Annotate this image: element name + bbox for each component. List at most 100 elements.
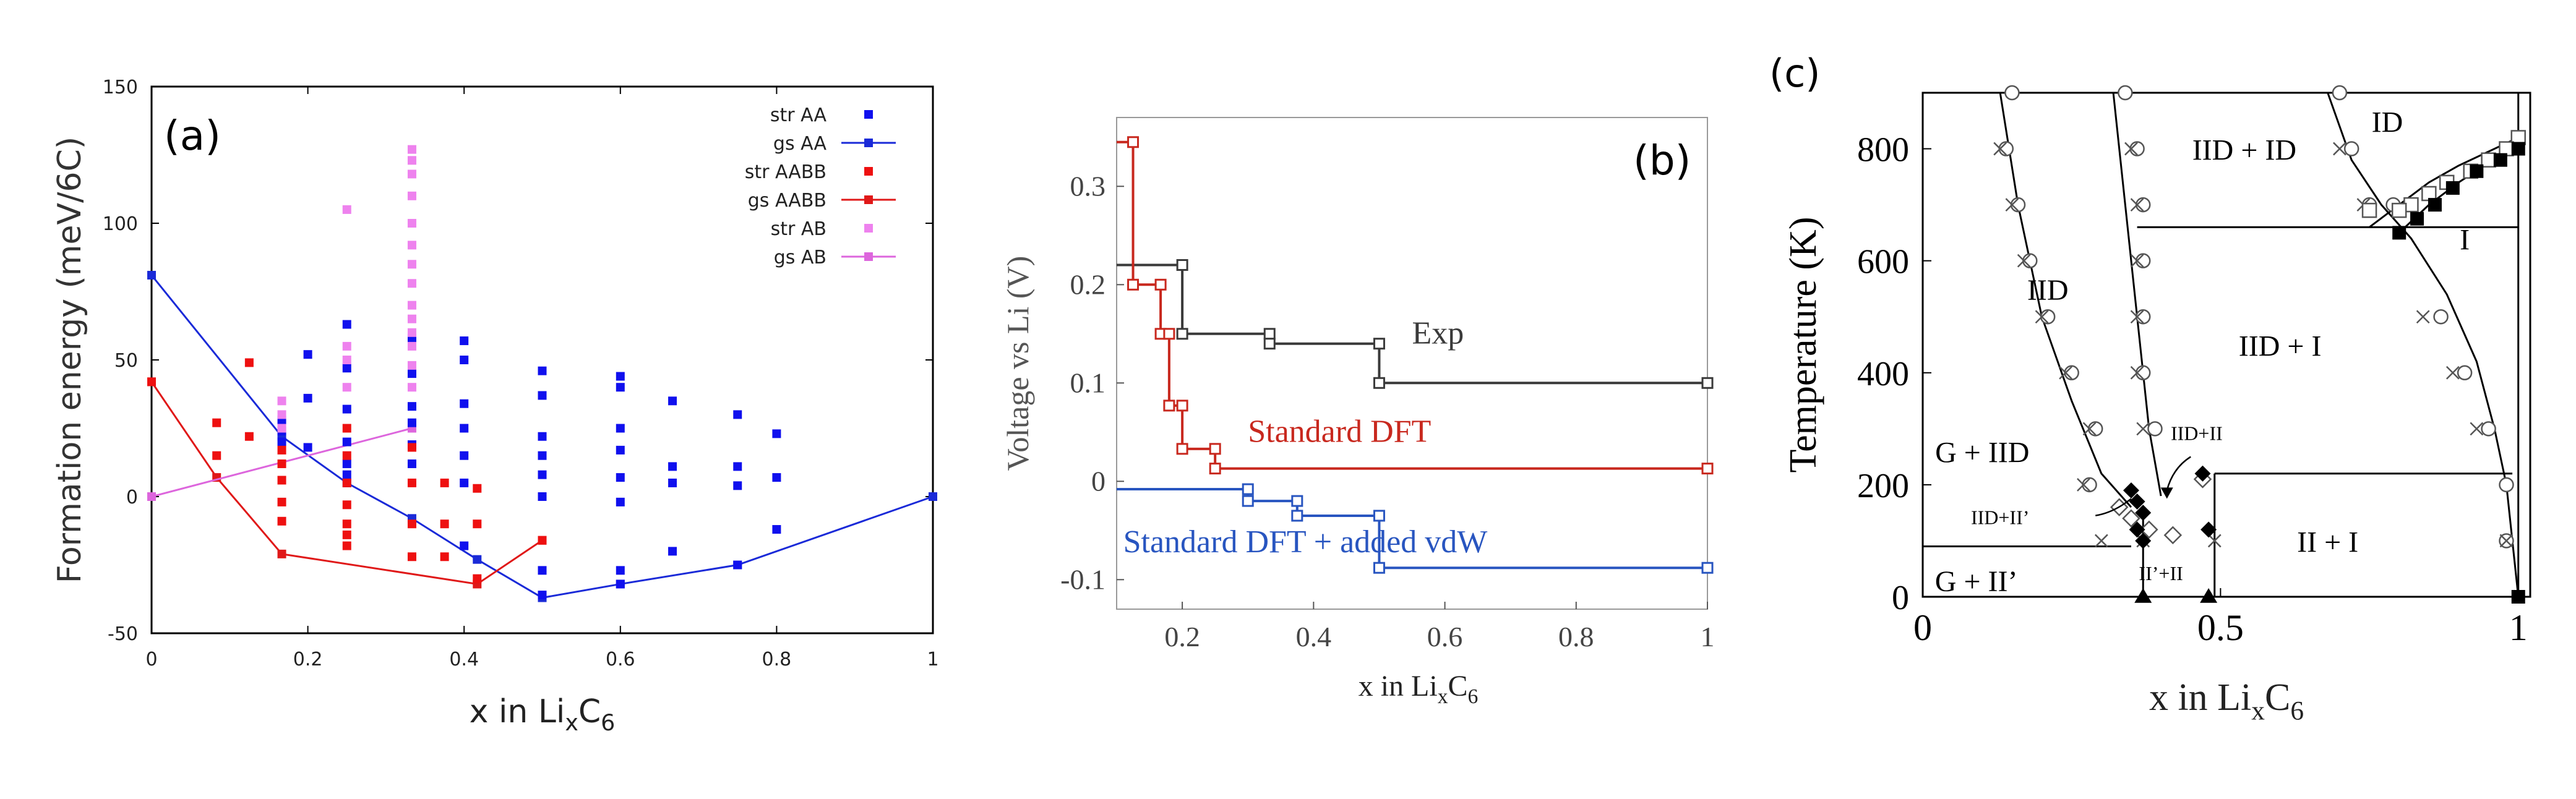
legend-swatch-marker — [864, 252, 873, 261]
cross-marker — [2130, 254, 2144, 268]
data-point — [244, 432, 254, 441]
y-tick-label: 0.3 — [1070, 170, 1106, 202]
annotation-arrow — [2095, 498, 2132, 516]
data-point — [407, 383, 416, 392]
data-point — [407, 341, 416, 351]
phase-region-label: G + II’ — [1935, 565, 2018, 598]
phase-region-label: IID+II — [2171, 422, 2223, 444]
step-marker — [1373, 377, 1385, 389]
step-marker — [1154, 278, 1167, 291]
step-marker — [1373, 338, 1385, 350]
data-point — [277, 459, 286, 468]
legend-swatch-marker — [864, 224, 873, 233]
cross-marker — [2017, 254, 2031, 268]
step-marker — [1209, 463, 1221, 475]
step-marker — [1209, 443, 1221, 455]
phase-region-label: I — [2460, 224, 2470, 257]
cross-marker — [2059, 365, 2072, 380]
data-point — [460, 424, 469, 433]
cross-marker — [2094, 534, 2108, 548]
arrow-head — [2160, 487, 2173, 499]
open-circle-marker — [2087, 421, 2103, 437]
cross-marker — [2333, 142, 2346, 156]
step-marker — [1373, 562, 1385, 574]
data-point — [277, 437, 286, 446]
phase-region-label: G + IID — [1935, 437, 2029, 469]
data-point — [616, 424, 625, 433]
xlabel-main: x in Li — [1359, 670, 1438, 703]
data-point — [733, 481, 742, 490]
data-point — [407, 402, 416, 411]
data-point — [342, 424, 351, 433]
data-point — [407, 301, 416, 310]
y-tick-label: 0 — [126, 487, 138, 508]
cross-marker — [1993, 142, 2007, 156]
cross-marker — [2470, 422, 2484, 436]
data-point — [440, 519, 449, 529]
data-point — [538, 470, 547, 479]
cross-marker — [2207, 534, 2222, 548]
y-axis-label: Temperature (K) — [1782, 217, 1824, 473]
open-circle-marker — [2343, 141, 2359, 156]
data-point — [342, 478, 351, 487]
line-point — [277, 549, 286, 558]
data-point — [147, 377, 156, 387]
data-point — [303, 350, 312, 359]
data-point — [473, 519, 482, 529]
filled-diamond-marker — [2129, 521, 2145, 538]
filled-diamond-marker — [2135, 505, 2152, 521]
xlabel-sub2: 6 — [601, 709, 615, 736]
filled-diamond-marker — [2135, 532, 2152, 549]
step-marker — [1127, 136, 1140, 148]
open-circle-marker — [2040, 309, 2056, 325]
y-tick-label: 100 — [103, 213, 138, 235]
data-point — [473, 484, 482, 493]
data-point — [616, 497, 625, 506]
open-circle-marker — [2135, 365, 2151, 381]
cross-marker — [2077, 478, 2090, 492]
data-point — [342, 451, 351, 460]
legend-swatch-marker — [864, 195, 873, 204]
x-tick-label: 0.6 — [606, 649, 635, 670]
x-axis-label: x in LixC6 — [1359, 670, 1479, 708]
open-circle-marker — [2499, 477, 2514, 493]
panel-b: 0.2 0.4 0.6 0.8 1 -0.1 0 0.1 0.2 0.3 Voltage vs Li… — [1000, 117, 1715, 708]
open-circle-marker — [2457, 365, 2473, 381]
x-tick-label: 1 — [2509, 607, 2528, 648]
y-tick-label: 0.2 — [1070, 268, 1106, 300]
y-tick-label: 50 — [114, 350, 138, 372]
data-point — [668, 547, 677, 556]
data-point — [460, 399, 469, 408]
xlabel-sub1: x — [565, 709, 578, 736]
open-circle-marker — [2332, 85, 2348, 101]
data-point — [342, 437, 351, 446]
y-tick-label: -50 — [108, 623, 138, 645]
xlabel-mid: C — [1448, 670, 1467, 703]
legend-label: gs AA — [773, 133, 827, 155]
step-marker — [1263, 328, 1276, 340]
x-axis-label: x in LixC6 — [2149, 677, 2304, 726]
x-tick-label: 0 — [1913, 607, 1932, 648]
data-point — [407, 314, 416, 323]
data-point — [616, 566, 625, 575]
line-point — [473, 555, 482, 564]
panel-label: (a) — [164, 112, 221, 160]
data-point — [407, 279, 416, 288]
data-point — [277, 410, 286, 419]
data-point — [407, 260, 416, 269]
filled-square-marker — [2511, 590, 2525, 604]
open-square-marker — [2361, 202, 2377, 218]
filled-square-marker — [2392, 226, 2406, 240]
data-point — [303, 393, 312, 403]
xlabel-main: x in Li — [470, 693, 565, 730]
data-point — [277, 516, 286, 526]
cross-marker — [2005, 198, 2019, 212]
data-point — [407, 552, 416, 562]
line-point — [929, 492, 937, 501]
panel-a: 0 0.2 0.4 0.6 0.8 1 -50 0 50 100 150 Formation ener… — [51, 77, 939, 736]
step-marker — [1701, 377, 1714, 389]
step-marker — [1701, 562, 1714, 574]
step-marker — [1176, 259, 1188, 271]
y-tick-label: 400 — [1857, 355, 1909, 393]
step-marker — [1127, 278, 1140, 291]
